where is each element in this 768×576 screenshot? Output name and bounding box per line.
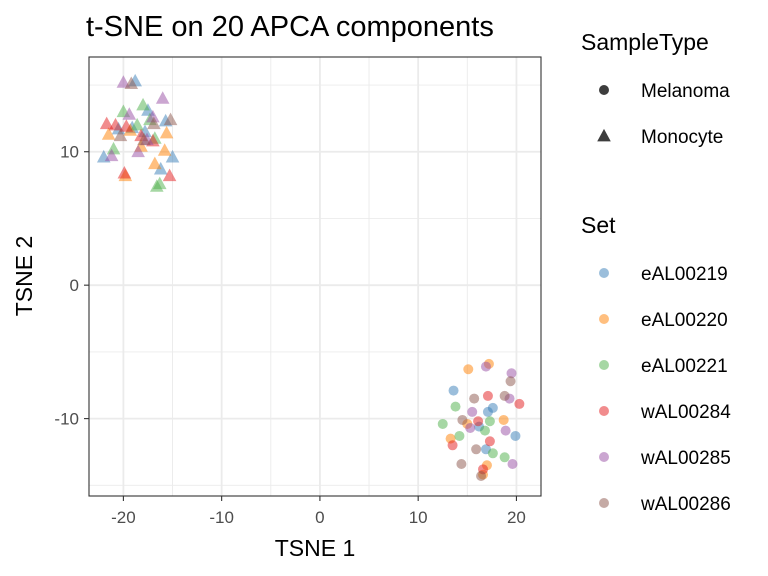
axis-ticks: -20 -10 0 10 20 -10 0 10 — [54, 143, 525, 527]
data-point-melanoma — [450, 401, 461, 412]
legend-set: Set eAL00219 eAL00220 eAL00221 wAL00284 wAL0… — [581, 212, 731, 515]
data-point-monocyte — [124, 76, 139, 90]
data-point-monocyte — [99, 116, 114, 130]
x-tick-label: 20 — [507, 508, 526, 527]
data-point-monocyte — [130, 117, 144, 131]
data-point-melanoma — [447, 440, 458, 451]
data-point-monocyte — [131, 144, 145, 158]
panel-border — [88, 56, 542, 497]
legend-key-circle-icon — [599, 85, 609, 95]
data-point-melanoma — [479, 425, 490, 436]
data-point-melanoma — [476, 470, 487, 481]
x-tick-label: 10 — [409, 508, 428, 527]
data-point-melanoma — [514, 398, 525, 409]
data-point-monocyte — [137, 132, 151, 146]
data-point-monocyte — [101, 127, 116, 140]
legend-key-eal00221 — [599, 360, 609, 370]
data-point-melanoma — [499, 390, 510, 401]
data-point-monocyte — [122, 107, 137, 120]
data-point-melanoma — [457, 414, 468, 425]
y-tick-label: 10 — [60, 143, 79, 162]
data-point-melanoma — [507, 458, 518, 469]
data-point-melanoma — [465, 422, 476, 433]
legend-key-wal00286 — [599, 498, 609, 508]
legend-label-wal00286: wAL00286 — [640, 494, 731, 515]
data-point-monocyte — [108, 117, 123, 131]
data-point-monocyte — [119, 119, 134, 132]
data-point-monocyte — [104, 148, 119, 162]
data-points — [96, 73, 525, 481]
legend-label-monocyte: Monocyte — [641, 127, 723, 148]
data-point-melanoma — [480, 361, 491, 372]
legend-label-eal00220: eAL00220 — [641, 310, 728, 331]
data-point-monocyte — [157, 143, 172, 156]
data-point-melanoma — [482, 390, 493, 401]
data-point-monocyte — [152, 176, 167, 190]
data-point-monocyte — [159, 125, 174, 139]
legend-label-eal00219: eAL00219 — [641, 264, 728, 285]
legend-key-eal00219 — [599, 268, 609, 278]
data-point-monocyte — [165, 149, 180, 163]
data-point-melanoma — [487, 448, 498, 459]
x-tick-label: 0 — [315, 508, 324, 527]
legend-sampletype: SampleType Melanoma Monocyte — [581, 29, 730, 148]
legend-key-wal00285 — [599, 452, 609, 462]
data-point-melanoma — [467, 406, 478, 417]
y-tick-label: 0 — [70, 276, 79, 295]
data-point-melanoma — [471, 444, 482, 455]
data-point-monocyte — [163, 112, 178, 126]
x-axis-label: TSNE 1 — [275, 535, 356, 561]
legend-title-sampletype: SampleType — [581, 29, 709, 55]
data-point-melanoma — [487, 402, 498, 413]
data-point-melanoma — [506, 368, 517, 379]
data-point-monocyte — [162, 168, 177, 182]
data-point-monocyte — [146, 109, 160, 123]
data-point-melanoma — [463, 364, 474, 375]
chart-title: t-SNE on 20 APCA components — [86, 11, 494, 43]
data-point-melanoma — [505, 376, 516, 387]
data-point-melanoma — [510, 430, 521, 441]
data-point-monocyte — [155, 91, 170, 104]
y-axis-label: TSNE 2 — [11, 236, 37, 317]
legend-key-eal00220 — [599, 314, 609, 324]
legend-label-melanoma: Melanoma — [641, 81, 730, 102]
legend-label-wal00284: wAL00284 — [640, 402, 731, 423]
data-point-melanoma — [484, 416, 495, 427]
data-point-monocyte — [136, 97, 150, 111]
legend-key-wal00284 — [599, 406, 609, 416]
legend-title-set: Set — [581, 212, 616, 238]
x-tick-label: -10 — [209, 508, 234, 527]
data-point-melanoma — [500, 425, 511, 436]
data-point-melanoma — [448, 385, 459, 396]
data-point-melanoma — [456, 458, 467, 469]
data-point-monocyte — [148, 156, 162, 170]
x-tick-label: -20 — [111, 508, 136, 527]
data-point-monocyte — [116, 75, 131, 88]
data-point-melanoma — [454, 430, 465, 441]
data-point-melanoma — [498, 414, 509, 425]
legend-key-triangle-icon — [597, 128, 611, 142]
legend-label-eal00221: eAL00221 — [641, 356, 728, 377]
data-point-melanoma — [499, 452, 510, 463]
data-point-monocyte — [147, 116, 161, 130]
legend-label-wal00285: wAL00285 — [640, 448, 731, 469]
data-point-melanoma — [437, 418, 448, 429]
data-point-melanoma — [469, 393, 480, 404]
y-tick-label: -10 — [54, 410, 79, 429]
data-point-monocyte — [117, 165, 132, 179]
data-point-monocyte — [113, 128, 128, 142]
data-point-melanoma — [473, 416, 484, 427]
data-point-melanoma — [484, 436, 495, 447]
